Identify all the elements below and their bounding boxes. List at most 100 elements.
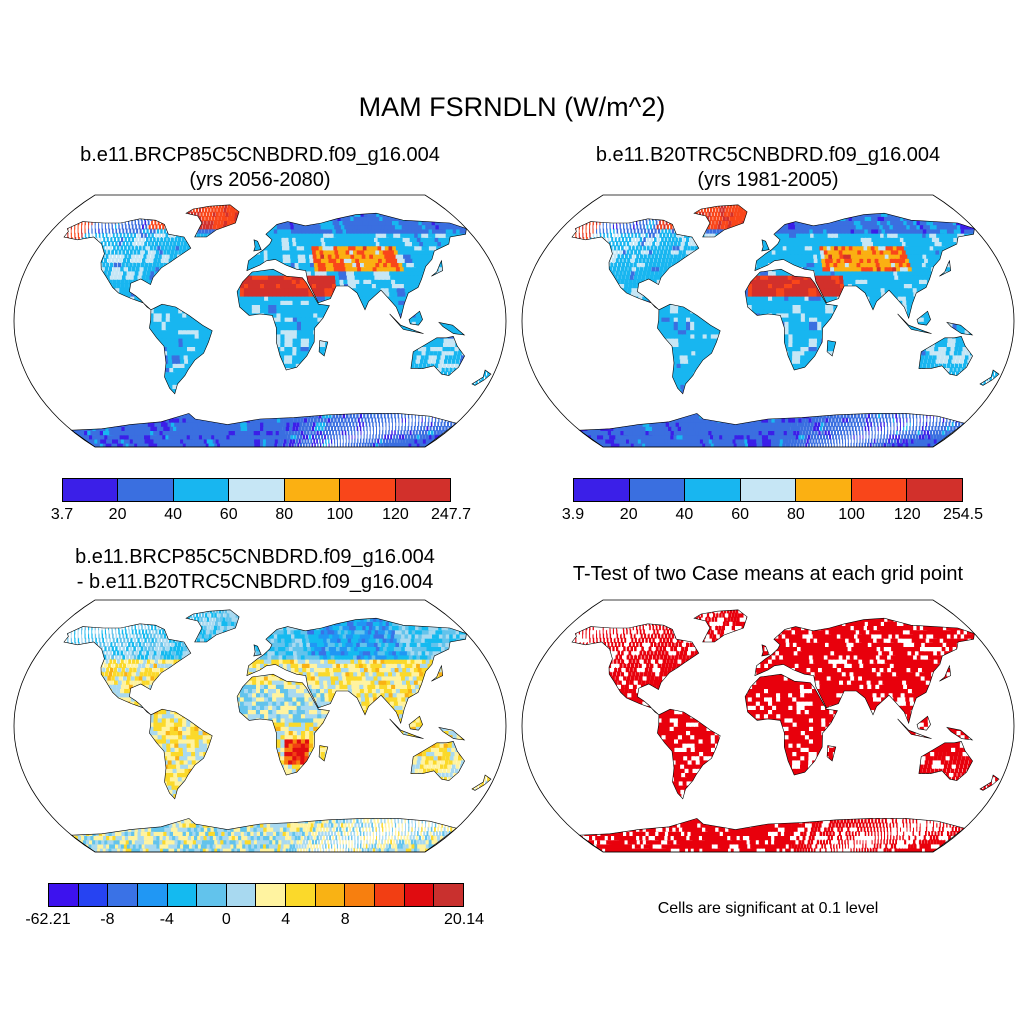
coastline bbox=[438, 321, 466, 336]
coastline bbox=[471, 774, 492, 791]
coastline bbox=[897, 718, 932, 739]
colorbar-tick-label: 40 bbox=[676, 506, 694, 524]
coastline bbox=[979, 369, 1000, 386]
colorbar-tick-label: 120 bbox=[382, 506, 409, 524]
colorbar-swatch bbox=[118, 479, 174, 501]
coastline bbox=[826, 340, 837, 357]
panel-2-title: b.e11.B20TRC5CNBDRD.f09_g16.004 (yrs 198… bbox=[518, 143, 1018, 193]
colorbar-swatch bbox=[345, 884, 376, 906]
coastline bbox=[918, 336, 973, 376]
colorbar-swatch bbox=[434, 884, 463, 906]
panel-4-title: T-Test of two Case means at each grid po… bbox=[518, 562, 1018, 587]
colorbar-tick-label: 20.14 bbox=[444, 911, 484, 929]
coastline bbox=[693, 609, 748, 643]
coastline bbox=[431, 259, 444, 277]
coastline bbox=[761, 644, 770, 657]
coastline bbox=[897, 313, 932, 334]
map-boundary bbox=[13, 194, 507, 448]
colorbar-swatch bbox=[286, 884, 316, 906]
panel-1-title-line1: b.e11.BRCP85C5CNBDRD.f09_g16.004 bbox=[10, 143, 510, 168]
panel-3-colorbar bbox=[48, 883, 464, 907]
coastline bbox=[246, 212, 467, 320]
colorbar-tick-label: -62.21 bbox=[25, 911, 70, 929]
colorbar-tick-label: -8 bbox=[100, 911, 114, 929]
coastline bbox=[571, 623, 700, 716]
coastline bbox=[408, 715, 423, 731]
coastline bbox=[657, 303, 721, 395]
panel-4-title-line1: T-Test of two Case means at each grid po… bbox=[518, 562, 1018, 587]
colorbar-swatch bbox=[740, 479, 797, 501]
colorbar-tick-label: 247.7 bbox=[431, 506, 471, 524]
colorbar-swatch bbox=[395, 479, 450, 501]
colorbar-tick-label: 120 bbox=[894, 506, 921, 524]
colorbar-swatch bbox=[315, 884, 346, 906]
coastline bbox=[253, 644, 262, 657]
coastline bbox=[149, 303, 213, 395]
colorbar-swatch bbox=[340, 479, 396, 501]
colorbar-swatch bbox=[137, 884, 168, 906]
colorbar-swatch bbox=[226, 884, 257, 906]
coastline bbox=[946, 321, 974, 336]
land-grid bbox=[572, 609, 999, 852]
colorbar-tick-label: 100 bbox=[326, 506, 353, 524]
coastline bbox=[471, 369, 492, 386]
coastline bbox=[979, 774, 1000, 791]
colorbar-tick-label: 20 bbox=[109, 506, 127, 524]
colorbar-swatch bbox=[629, 479, 686, 501]
coastline bbox=[318, 745, 329, 762]
coastline bbox=[693, 204, 748, 238]
colorbar-tick-label: -4 bbox=[160, 911, 174, 929]
colorbar-swatch bbox=[574, 479, 630, 501]
colorbar-swatch bbox=[284, 479, 341, 501]
coastline bbox=[578, 818, 966, 853]
colorbar-swatch bbox=[404, 884, 435, 906]
coastline bbox=[253, 239, 262, 252]
panel-3-map bbox=[13, 599, 507, 853]
coastline bbox=[431, 664, 444, 682]
coastline bbox=[578, 413, 966, 448]
coastline bbox=[657, 708, 721, 800]
coastline bbox=[236, 673, 330, 776]
coastline bbox=[946, 726, 974, 741]
coastline bbox=[408, 310, 423, 326]
land-grid bbox=[572, 204, 999, 447]
coastline bbox=[918, 741, 973, 781]
colorbar-swatch bbox=[256, 884, 287, 906]
panel-3-title-line2: - b.e11.B20TRC5CNBDRD.f09_g16.004 bbox=[5, 570, 505, 595]
coastline bbox=[744, 673, 838, 776]
coastline bbox=[63, 218, 192, 311]
colorbar-swatch bbox=[63, 479, 119, 501]
colorbar-swatch bbox=[78, 884, 109, 906]
panel-2-title-line1: b.e11.B20TRC5CNBDRD.f09_g16.004 bbox=[518, 143, 1018, 168]
panel-1-map bbox=[13, 194, 507, 448]
colorbar-swatch bbox=[796, 479, 852, 501]
significance-note: Cells are significant at 0.1 level bbox=[518, 900, 1018, 918]
colorbar-swatch bbox=[108, 884, 138, 906]
coastline bbox=[236, 268, 330, 371]
coastline bbox=[916, 310, 931, 326]
coastline bbox=[761, 239, 770, 252]
panel-2-title-line2: (yrs 1981-2005) bbox=[518, 168, 1018, 193]
coastline bbox=[185, 609, 240, 643]
panel-4-map bbox=[521, 599, 1015, 853]
map-boundary bbox=[13, 599, 507, 853]
coastline bbox=[826, 745, 837, 762]
colorbar-tick-label: 100 bbox=[838, 506, 865, 524]
colorbar-swatch bbox=[907, 479, 963, 501]
colorbar-tick-label: 3.7 bbox=[51, 506, 73, 524]
coastline bbox=[754, 617, 975, 725]
colorbar-tick-label: 4 bbox=[281, 911, 290, 929]
coastline bbox=[318, 340, 329, 357]
coastline bbox=[754, 212, 975, 320]
map-boundary bbox=[521, 194, 1015, 448]
colorbar-tick-label: 3.9 bbox=[562, 506, 584, 524]
colorbar-tick-label: 60 bbox=[220, 506, 238, 524]
colorbar-tick-label: 254.5 bbox=[943, 506, 983, 524]
colorbar-tick-label: 20 bbox=[620, 506, 638, 524]
panel-2-map bbox=[521, 194, 1015, 448]
colorbar-swatch bbox=[851, 479, 908, 501]
coastline bbox=[389, 718, 424, 739]
coastline bbox=[744, 268, 838, 371]
panel-3-title-line1: b.e11.BRCP85C5CNBDRD.f09_g16.004 bbox=[5, 545, 505, 570]
coastline bbox=[410, 336, 465, 376]
